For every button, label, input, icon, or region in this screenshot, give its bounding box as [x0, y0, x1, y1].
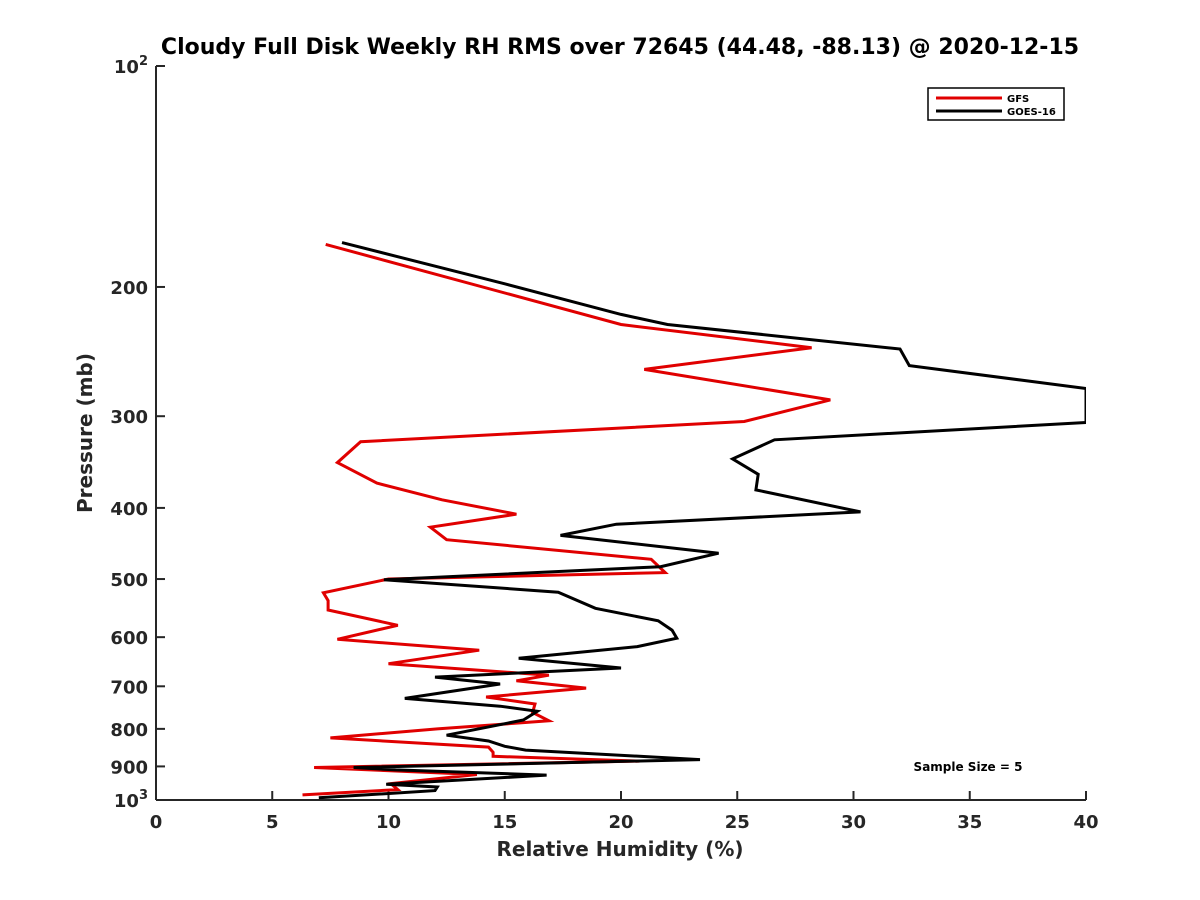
y-tick-label: 300 [110, 407, 148, 428]
y-tick-label: 200 [110, 278, 148, 299]
y-axis: 102 200 300 400 500 600 700 800 900 103 [110, 54, 165, 812]
legend-label: GOES-16 [1007, 107, 1056, 118]
y-tick-label: 800 [110, 720, 148, 741]
x-tick-label: 0 [150, 812, 163, 833]
series-line-goes-16 [318, 241, 1086, 800]
y-tick-label: 500 [110, 570, 148, 591]
legend: GFS GOES-16 [927, 87, 1065, 121]
series-line-gfs [302, 242, 831, 797]
x-tick-label: 20 [608, 812, 633, 833]
legend-box [927, 87, 1065, 121]
legend-label: GFS [1007, 94, 1029, 105]
y-tick-label: 700 [110, 677, 148, 698]
x-axis: 0 5 10 15 20 25 30 35 40 [150, 791, 1099, 833]
series-layer [302, 241, 1086, 800]
x-tick-label: 15 [492, 812, 517, 833]
x-tick-label: 25 [725, 812, 750, 833]
y-tick-label: 102 [114, 54, 148, 78]
x-tick-label: 10 [376, 812, 401, 833]
chart-title: Cloudy Full Disk Weekly RH RMS over 7264… [161, 35, 1079, 60]
x-axis-label: Relative Humidity (%) [496, 837, 743, 861]
y-tick-label: 600 [110, 628, 148, 649]
sample-size-annotation: Sample Size = 5 [914, 760, 1023, 774]
y-axis-label: Pressure (mb) [73, 353, 97, 513]
y-tick-label: 900 [110, 757, 148, 778]
x-tick-label: 5 [266, 812, 279, 833]
y-tick-label: 103 [114, 788, 148, 812]
y-tick-label: 400 [110, 499, 148, 520]
x-tick-label: 40 [1073, 812, 1098, 833]
x-tick-label: 30 [841, 812, 866, 833]
x-tick-label: 35 [957, 812, 982, 833]
